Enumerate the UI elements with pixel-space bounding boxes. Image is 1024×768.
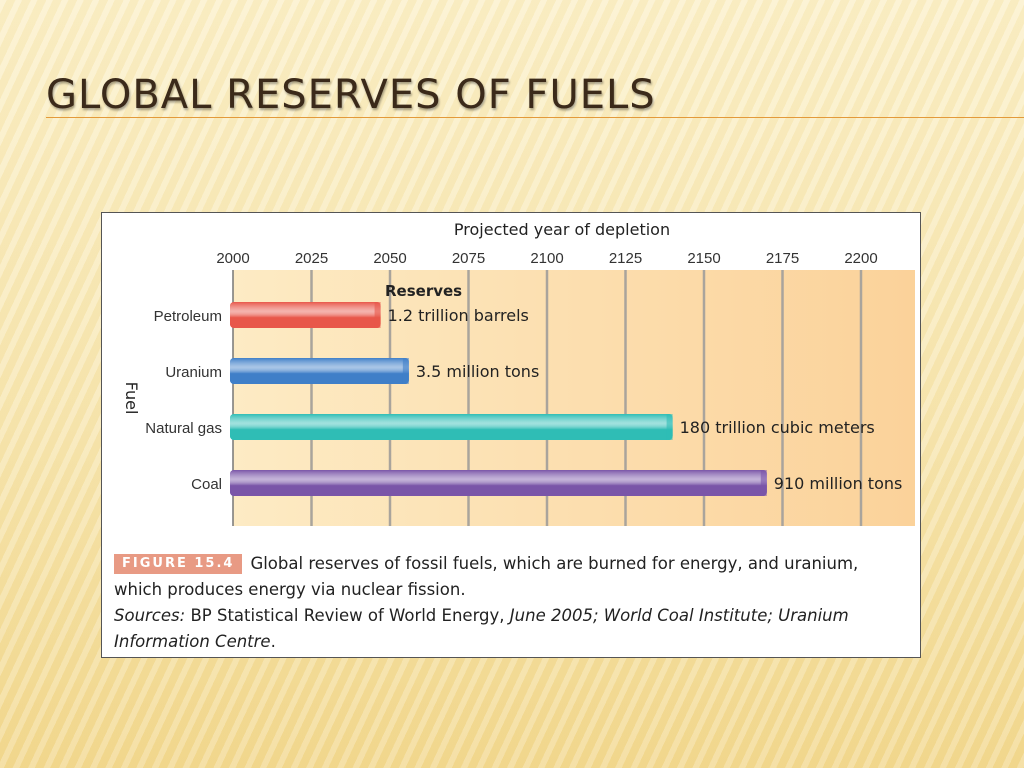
reserves-header: Reserves — [385, 282, 462, 300]
bar-highlight — [230, 414, 673, 440]
figure-caption: FIGURE 15.4 Global reserves of fossil fue… — [114, 551, 904, 655]
x-tick-label: 2100 — [530, 250, 563, 267]
x-tick-label: 2000 — [216, 250, 249, 267]
bar-end — [402, 358, 409, 384]
title-rule — [46, 117, 1024, 118]
x-axis-title: Projected year of depletion — [454, 220, 670, 239]
caption-end: . — [270, 632, 276, 651]
bar-value-label: 3.5 million tons — [416, 362, 539, 381]
bar-highlight — [230, 470, 767, 496]
slide-title: GLOBAL RESERVES OF FUELS — [46, 72, 656, 118]
sources-label: Sources: — [114, 606, 186, 625]
y-axis-title: Fuel — [122, 382, 141, 415]
x-tick-label: 2075 — [452, 250, 485, 267]
figure-badge: FIGURE 15.4 — [114, 554, 243, 574]
bar-value-label: 180 trillion cubic meters — [680, 418, 875, 437]
bar-value-label: 1.2 trillion barrels — [388, 306, 529, 325]
source-2: June 2005; World Coal Institute; Uranium… — [114, 606, 849, 651]
category-label: Natural gas — [145, 420, 222, 437]
x-tick-label: 2050 — [373, 250, 406, 267]
category-label: Coal — [191, 476, 222, 493]
bar-end — [374, 302, 381, 328]
depletion-chart: 2000 2025 2050 2075 2100 2125 2150 2175 2200 1.2… — [122, 220, 915, 526]
category-label: Petroleum — [154, 308, 222, 325]
x-tick-label: 2150 — [687, 250, 720, 267]
figure-panel: 2000 2025 2050 2075 2100 2125 2150 2175 2200 1.2… — [101, 212, 921, 658]
caption-text: Global reserves of fossil fuels, which a… — [114, 554, 859, 599]
category-label: Uranium — [165, 364, 222, 381]
bar-end — [666, 414, 673, 440]
bar-highlight — [230, 302, 381, 328]
bar-value-label: 910 million tons — [774, 474, 903, 493]
x-tick-label: 2025 — [295, 250, 328, 267]
x-tick-label: 2175 — [766, 250, 799, 267]
bar-end — [760, 470, 767, 496]
x-tick-label: 2200 — [844, 250, 877, 267]
x-tick-label: 2125 — [609, 250, 642, 267]
bar-highlight — [230, 358, 409, 384]
source-1: BP Statistical Review of World Energy, — [190, 606, 505, 625]
